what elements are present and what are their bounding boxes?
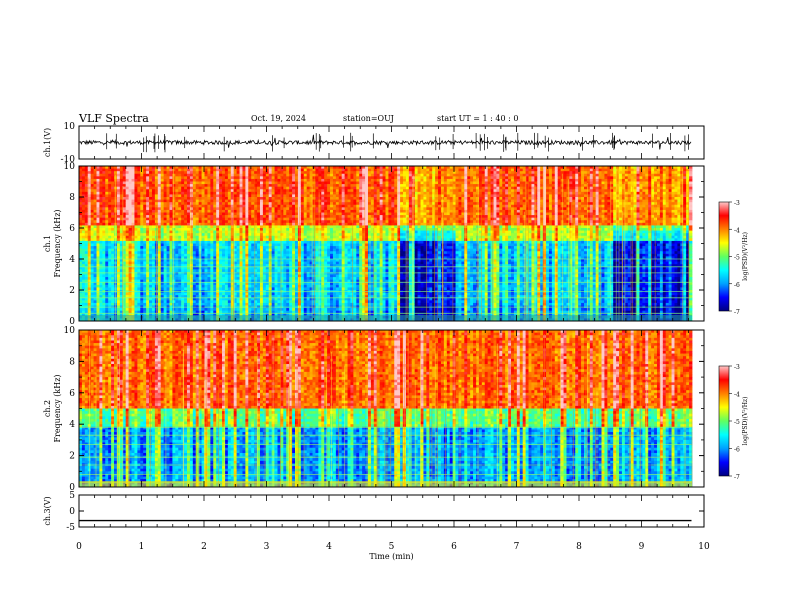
y-tick-label: 0	[69, 317, 75, 327]
spectrogram-ch2-spectrogram	[78, 329, 705, 488]
y-axis-label-frequency: Frequency (kHz)	[53, 374, 62, 442]
colorbar-tick-label: -6	[734, 282, 740, 289]
start-ut-label: start UT = 1 : 40 : 0	[437, 114, 518, 123]
y-tick-label: 10	[64, 326, 76, 336]
x-tick-label: 1	[139, 542, 145, 552]
date-label: Oct. 19, 2024	[251, 114, 306, 123]
x-tick-label: 6	[451, 542, 457, 552]
x-tick-label: 2	[201, 542, 207, 552]
y-tick-label: 4	[69, 420, 75, 430]
colorbar-tick-label: -4	[734, 227, 740, 234]
y-tick-label: 10	[64, 162, 76, 172]
low-frequency-band	[79, 481, 692, 487]
y-tick-label: 0	[69, 483, 75, 493]
figure-title: VLF Spectra	[79, 112, 149, 125]
station-label: station=OUJ	[343, 114, 394, 123]
x-tick-label: 5	[389, 542, 395, 552]
y-axis-label-channel: ch.1	[43, 235, 52, 252]
y-tick-label: 2	[69, 452, 75, 462]
spectrogram-cells	[79, 330, 693, 488]
colorbar-tick-label: -6	[734, 447, 740, 454]
y-tick-label: 2	[69, 286, 75, 296]
x-tick-label: 3	[264, 542, 270, 552]
x-tick-label: 10	[698, 542, 710, 552]
colorbar-label: log(PSD)(V²/Hz)	[742, 232, 749, 281]
colorbar-tick-label: -5	[734, 419, 740, 426]
y-tick-label: 6	[69, 224, 75, 234]
y-axis-label-channel: ch.2	[43, 400, 52, 417]
y-tick-label: -10	[61, 155, 76, 165]
low-frequency-band	[79, 315, 692, 321]
colorbar-label: log(PSD)(V²/Hz)	[742, 397, 749, 446]
y-tick-label: 0	[69, 507, 75, 517]
colorbar-tick-label: -4	[734, 392, 740, 399]
x-tick-label: 8	[576, 542, 582, 552]
y-tick-label: 8	[69, 193, 75, 203]
spectrogram-ch1-spectrogram	[78, 165, 705, 322]
colorbar-tick-label: -3	[734, 364, 740, 371]
x-tick-label: 4	[326, 542, 332, 552]
x-axis-label: Time (min)	[369, 552, 413, 561]
colorbar-tick-label: -7	[734, 309, 740, 316]
y-axis-label: ch.1(V)	[43, 128, 52, 157]
y-axis-label: ch.3(V)	[43, 496, 52, 525]
y-tick-label: 5	[69, 491, 75, 501]
y-tick-label: 10	[64, 122, 76, 132]
waveform-trace	[78, 134, 692, 150]
colorbar-tick-label: -7	[734, 474, 740, 481]
y-axis-label-frequency: Frequency (kHz)	[53, 209, 62, 277]
colorbar	[718, 201, 730, 312]
x-tick-label: 9	[639, 542, 645, 552]
x-tick-label: 0	[76, 542, 82, 552]
y-tick-label: 6	[69, 389, 75, 399]
colorbar-tick-label: -3	[734, 200, 740, 207]
x-tick-label: 7	[514, 542, 520, 552]
y-tick-label: 4	[69, 255, 75, 265]
colorbar-tick-label: -5	[734, 255, 740, 262]
y-tick-label: -5	[66, 523, 75, 533]
colorbar	[718, 365, 730, 477]
y-tick-label: 8	[69, 357, 75, 367]
